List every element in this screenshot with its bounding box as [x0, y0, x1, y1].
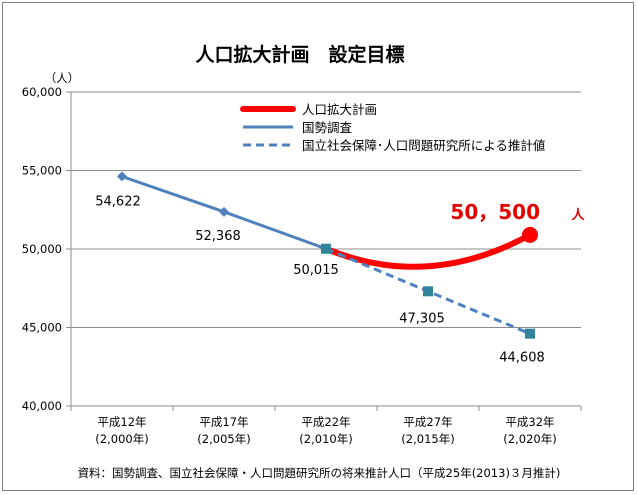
x-tick-label-year: (2,005年): [197, 432, 250, 446]
data-label: 54,622: [95, 194, 141, 209]
data-labels: 54,622 52,368 50,015 47,305 44,608: [95, 194, 545, 365]
legend-label: 国勢調査: [302, 120, 353, 135]
y-tick-label: 60,000: [22, 85, 62, 99]
x-tick-label: 平成12年: [97, 415, 146, 429]
y-tick-label: 55,000: [22, 164, 62, 178]
data-label: 50,015: [293, 263, 339, 278]
y-axis-unit: （人）: [45, 71, 80, 85]
source-note: 資料：国勢調査、国立社会保障・人口問題研究所の将来推計人口（平成25年(2013…: [78, 466, 561, 480]
y-tick-label: 50,000: [22, 242, 62, 256]
x-tick-label: 平成27年: [403, 415, 452, 429]
projection-marker: [321, 243, 331, 254]
projection-marker: [525, 328, 535, 339]
highlight-value: 50，500: [450, 200, 540, 224]
projection-marker: [423, 286, 433, 297]
data-label: 52,368: [195, 229, 241, 244]
x-tick-label: 平成17年: [199, 415, 248, 429]
axes: [70, 92, 582, 411]
x-tick-label-year: (2,020年): [503, 432, 556, 446]
y-tick-label: 40,000: [22, 399, 62, 413]
series-markers: [117, 171, 538, 339]
highlight-label: 50，500 人: [450, 200, 585, 224]
y-tick-labels: 40,000 45,000 50,000 55,000 60,000: [22, 85, 62, 413]
legend-label: 国立社会保障･人口問題研究所による推計値: [302, 138, 545, 153]
x-tick-label: 平成32年: [505, 415, 554, 429]
x-tick-labels: 平成12年 (2,000年) 平成17年 (2,005年) 平成22年 (2,010年) 平…: [95, 415, 556, 446]
chart-title: 人口拡大計画 設定目標: [195, 43, 404, 66]
data-label: 44,608: [499, 351, 545, 366]
plan-end-marker: [522, 226, 538, 243]
grid-lines: [66, 91, 581, 407]
highlight-unit: 人: [571, 207, 585, 223]
x-tick-label-year: (2,000年): [95, 432, 148, 446]
x-tick-label-year: (2,015年): [401, 432, 454, 446]
census-marker: [219, 206, 229, 217]
data-label: 47,305: [399, 311, 445, 326]
legend-label: 人口拡大計画: [302, 102, 377, 117]
y-tick-label: 45,000: [22, 321, 62, 335]
plan-curve: [323, 231, 533, 270]
census-marker: [117, 171, 127, 182]
x-tick-label-year: (2,010年): [299, 432, 352, 446]
x-tick-label: 平成22年: [301, 415, 350, 429]
